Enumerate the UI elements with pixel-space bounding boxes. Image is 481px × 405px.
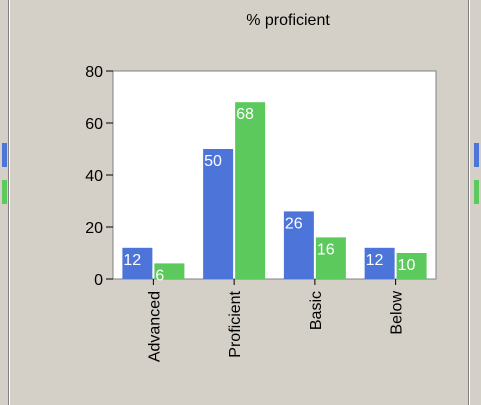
right-green-marker	[474, 180, 479, 204]
x-category-label: Basic	[308, 291, 325, 330]
bar-proficient-series-1	[203, 149, 234, 279]
y-axis: 0 20 40 60 80	[85, 64, 113, 289]
bar-value-label: 12	[366, 252, 384, 269]
y-tick-label: 40	[85, 168, 103, 185]
bar-below-series-2	[396, 253, 427, 279]
y-tick-label: 60	[85, 116, 103, 133]
y-tick-label: 0	[94, 272, 103, 289]
bar-value-label: 12	[123, 252, 141, 269]
x-category-label: Advanced	[146, 291, 163, 362]
y-tick-label: 20	[85, 220, 103, 237]
y-tick-label: 80	[85, 64, 103, 81]
bar-value-label: 50	[204, 153, 222, 170]
bar-basic-series-1	[283, 211, 314, 279]
chart-title: % proficient	[246, 12, 330, 29]
left-blue-marker	[2, 143, 7, 167]
data-labels: 12 6 50 68 26 16 12 10	[123, 106, 415, 284]
bar-proficient-series-2	[235, 102, 266, 279]
left-green-marker	[2, 180, 7, 204]
bar-value-label: 16	[317, 241, 335, 258]
x-category-label: Below	[389, 291, 406, 335]
right-splitter-highlight	[469, 0, 470, 405]
bar-value-label: 10	[398, 257, 416, 274]
right-splitter[interactable]	[468, 0, 469, 405]
bar-advanced-series-1	[122, 247, 153, 279]
bars	[122, 102, 427, 279]
bar-advanced-series-2	[154, 263, 185, 279]
bar-value-label: 26	[285, 215, 303, 232]
bar-value-label: 68	[236, 106, 254, 123]
plot-area	[112, 70, 437, 280]
bar-basic-series-2	[315, 237, 346, 279]
left-splitter[interactable]	[8, 0, 9, 405]
right-blue-marker	[474, 143, 479, 167]
x-axis: Advanced Proficient Basic Below	[146, 279, 406, 362]
bar-below-series-1	[364, 247, 395, 279]
left-splitter-highlight	[9, 0, 10, 405]
bar-value-label: 6	[155, 267, 164, 284]
x-category-label: Proficient	[227, 290, 244, 357]
